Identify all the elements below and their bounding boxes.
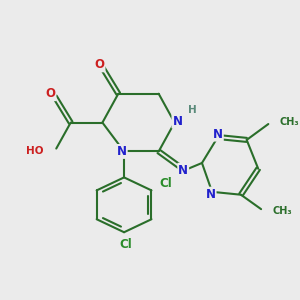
Text: N: N bbox=[213, 128, 223, 141]
Text: O: O bbox=[46, 87, 56, 100]
Text: CH₃: CH₃ bbox=[272, 206, 292, 217]
Text: N: N bbox=[117, 145, 127, 158]
Text: O: O bbox=[94, 58, 104, 71]
Text: H: H bbox=[188, 106, 197, 116]
Text: Cl: Cl bbox=[160, 177, 172, 190]
Text: N: N bbox=[172, 115, 182, 128]
Text: HO: HO bbox=[26, 146, 43, 156]
Text: N: N bbox=[206, 188, 216, 201]
Text: CH₃: CH₃ bbox=[279, 117, 299, 127]
Text: Cl: Cl bbox=[119, 238, 132, 251]
Text: N: N bbox=[178, 164, 188, 177]
